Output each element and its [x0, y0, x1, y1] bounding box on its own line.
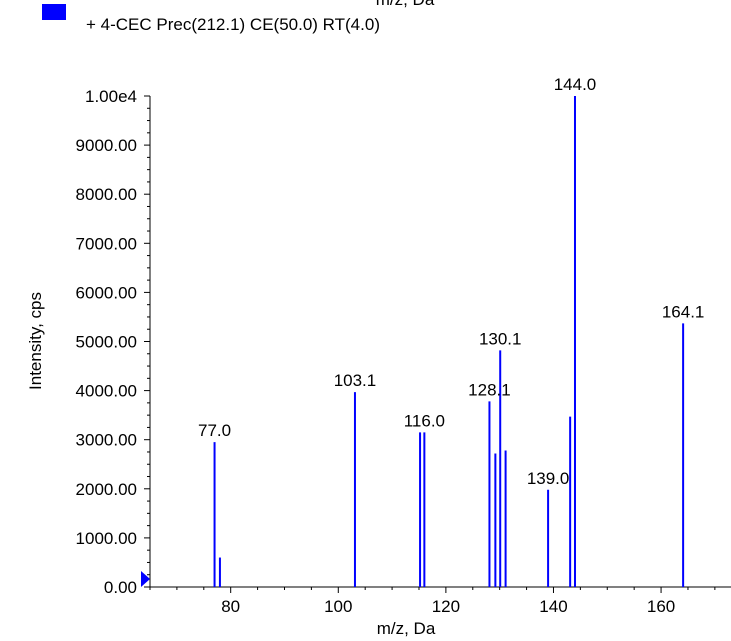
spectrum-peaks: [213, 96, 685, 587]
y-axis-ticks: 0.00 1000.00 2000.00 3000.00 4000.00 5000.00 6…: [76, 87, 150, 597]
y-tick-label: 8000.00: [76, 185, 137, 204]
origin-marker-icon: [141, 571, 150, 587]
legend-swatch: [42, 4, 66, 20]
y-tick-label: 1.00e4: [85, 87, 137, 106]
y-tick-label: 1000.00: [76, 529, 137, 548]
legend-label: + 4-CEC Prec(212.1) CE(50.0) RT(4.0): [86, 15, 380, 34]
x-axis-title: m/z, Da: [377, 619, 436, 638]
y-axis-title: Intensity, cps: [26, 292, 45, 390]
x-tick-label: 140: [539, 597, 567, 616]
x-tick-label: 120: [432, 597, 460, 616]
peak-label: 164.1: [662, 302, 705, 321]
y-tick-label: 7000.00: [76, 234, 137, 253]
x-tick-label: 80: [221, 597, 240, 616]
peak-label: 139.0: [527, 469, 570, 488]
peak-label: 77.0: [198, 421, 231, 440]
peak-labels: 77.0 103.1 116.0 128.1 130.1 139.0 144.0 164.1: [198, 75, 704, 488]
y-tick-label: 9000.00: [76, 136, 137, 155]
peak-label: 103.1: [334, 371, 377, 390]
y-tick-label: 4000.00: [76, 382, 137, 401]
x-tick-label: 160: [647, 597, 675, 616]
top-cutoff-axis-title: m/z, Da: [376, 0, 435, 9]
peak-label: 144.0: [554, 75, 597, 94]
peak-label: 130.1: [479, 329, 522, 348]
y-tick-label: 0.00: [104, 578, 137, 597]
y-tick-label: 6000.00: [76, 283, 137, 302]
y-tick-label: 3000.00: [76, 431, 137, 450]
x-axis-ticks: 80 100 120 140 160: [149, 587, 716, 616]
peak-label: 128.1: [468, 380, 511, 399]
y-tick-label: 2000.00: [76, 480, 137, 499]
y-tick-label: 5000.00: [76, 333, 137, 352]
peak-label: 116.0: [404, 411, 445, 430]
x-tick-label: 100: [324, 597, 352, 616]
